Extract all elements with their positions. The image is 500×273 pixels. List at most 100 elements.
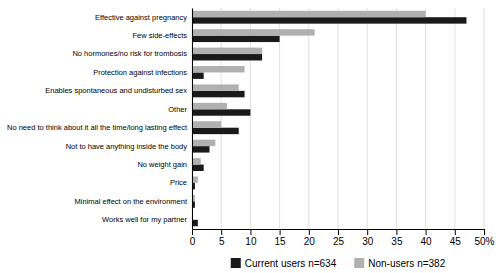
y-axis: Effective against pregnancy Few side-effe… bbox=[7, 9, 192, 230]
x-tick: 15 bbox=[275, 229, 287, 247]
legend-swatch bbox=[231, 258, 241, 268]
grid-line bbox=[192, 8, 193, 229]
series bbox=[192, 11, 426, 202]
x-tick-label: 20 bbox=[304, 236, 316, 247]
y-axis-line bbox=[192, 9, 193, 230]
x-tick-label: 25 bbox=[333, 236, 345, 247]
x-tick-label: 15 bbox=[275, 236, 287, 247]
y-tick-label: No hormones/no risk for trombosis bbox=[72, 49, 187, 58]
x-tick-mark bbox=[250, 229, 251, 235]
y-tick: Enables spontaneous and undisturbed sex bbox=[45, 86, 192, 95]
bar bbox=[192, 36, 280, 42]
legend-label: Non-users n=382 bbox=[368, 258, 445, 269]
grid-line bbox=[308, 8, 309, 229]
x-tick-label: 35 bbox=[391, 236, 403, 247]
x-tick-mark bbox=[455, 229, 456, 235]
x-tick-mark bbox=[426, 229, 427, 235]
series bbox=[192, 17, 466, 226]
bar bbox=[192, 121, 221, 127]
bar bbox=[192, 66, 245, 72]
x-axis-line bbox=[193, 230, 485, 236]
y-tick: Effective against pregnancy bbox=[95, 13, 192, 22]
y-tick-label: No weight gain bbox=[137, 160, 187, 169]
bar bbox=[192, 17, 466, 23]
bar bbox=[192, 84, 239, 90]
legend-label: Current users n=634 bbox=[245, 258, 337, 269]
x-tick-mark bbox=[396, 229, 397, 235]
bar bbox=[192, 48, 262, 54]
x-tick: 25 bbox=[333, 229, 345, 247]
plot: 0 5 10 15 20 25 30 35 40 45 50% Effective against p… bbox=[7, 8, 495, 247]
x-tick: 35 bbox=[391, 229, 403, 247]
grid bbox=[192, 8, 484, 229]
x-tick: 20 bbox=[304, 229, 316, 247]
bar bbox=[192, 158, 201, 164]
bar bbox=[192, 146, 210, 152]
bar bbox=[192, 165, 204, 171]
x-tick-label: 10 bbox=[245, 236, 257, 247]
x-tick-label: 0 bbox=[190, 236, 196, 247]
y-tick-label: Protection against infections bbox=[93, 68, 187, 77]
bar bbox=[192, 72, 204, 78]
x-tick-mark bbox=[484, 229, 485, 235]
legend-item: Current users n=634 bbox=[231, 258, 337, 269]
legend-item: Non-users n=382 bbox=[354, 258, 445, 269]
x-tick-mark bbox=[221, 229, 222, 235]
y-tick-label: Effective against pregnancy bbox=[95, 13, 187, 22]
bars bbox=[192, 11, 466, 226]
y-tick-label: Enables spontaneous and undisturbed sex bbox=[45, 86, 187, 95]
legend-swatch bbox=[354, 258, 364, 268]
grid-line bbox=[396, 8, 397, 229]
x-tick-mark bbox=[192, 229, 193, 235]
y-tick: Price bbox=[170, 178, 192, 187]
bar bbox=[192, 11, 426, 17]
grid-line bbox=[484, 8, 485, 229]
x-tick: 45 bbox=[450, 229, 462, 247]
grid-line bbox=[367, 8, 368, 229]
grid-line bbox=[454, 8, 455, 229]
x-tick-label: 5 bbox=[219, 236, 225, 247]
y-tick: Protection against infections bbox=[93, 68, 192, 77]
y-tick-label: Works well for my partner bbox=[102, 215, 187, 224]
bar bbox=[192, 29, 315, 35]
y-tick-label: Not to have anything inside the body bbox=[66, 142, 188, 151]
y-tick: Minimal effect on the environment bbox=[75, 197, 192, 206]
x-axis: 0 5 10 15 20 25 30 35 40 45 50% bbox=[190, 229, 495, 247]
x-tick-mark bbox=[309, 229, 310, 235]
y-tick: No hormones/no risk for trombosis bbox=[72, 49, 192, 58]
bar bbox=[192, 128, 239, 134]
y-tick-label: No need to think about it all the time/l… bbox=[7, 123, 188, 132]
legend: Current users n=634 Non-users n=382 bbox=[231, 258, 446, 269]
x-tick-mark bbox=[338, 229, 339, 235]
x-tick-label: 45 bbox=[450, 236, 462, 247]
y-tick-label: Other bbox=[168, 105, 187, 114]
x-tick: 0 bbox=[190, 229, 196, 247]
x-tick-mark bbox=[280, 229, 281, 235]
y-tick: Few side-effects bbox=[133, 31, 192, 40]
x-tick: 40 bbox=[421, 229, 433, 247]
bar bbox=[192, 91, 245, 97]
chart: 0 5 10 15 20 25 30 35 40 45 50% Effective against p… bbox=[0, 0, 500, 273]
x-tick-label: 40 bbox=[421, 236, 433, 247]
grid-line bbox=[338, 8, 339, 229]
bar bbox=[192, 140, 215, 146]
y-tick: Other bbox=[168, 105, 192, 114]
x-tick: 5 bbox=[219, 229, 225, 247]
x-tick-label: 50% bbox=[474, 236, 494, 247]
y-tick: Works well for my partner bbox=[102, 215, 192, 224]
grid-line bbox=[425, 8, 426, 229]
x-tick-mark bbox=[367, 229, 368, 235]
x-tick: 50% bbox=[474, 229, 494, 247]
y-tick-label: Minimal effect on the environment bbox=[75, 197, 188, 206]
bar bbox=[192, 109, 250, 115]
bar bbox=[192, 54, 262, 60]
y-tick: No need to think about it all the time/l… bbox=[7, 123, 192, 132]
x-tick: 10 bbox=[245, 229, 257, 247]
x-tick-label: 30 bbox=[362, 236, 374, 247]
y-tick-label: Price bbox=[170, 178, 187, 187]
x-tick: 30 bbox=[362, 229, 374, 247]
y-tick-label: Few side-effects bbox=[133, 31, 188, 40]
y-tick: Not to have anything inside the body bbox=[66, 142, 192, 151]
bar bbox=[192, 103, 227, 109]
y-tick: No weight gain bbox=[137, 160, 192, 169]
